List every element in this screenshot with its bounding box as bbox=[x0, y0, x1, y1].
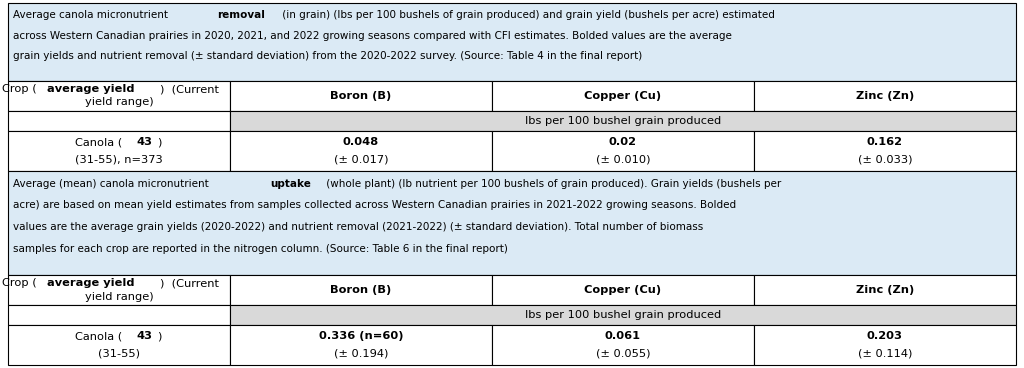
Text: values are the average grain yields (2020-2022) and nutrient removal (2021-2022): values are the average grain yields (202… bbox=[13, 222, 703, 232]
Text: Canola (: Canola ( bbox=[76, 331, 123, 342]
Bar bbox=[8, 131, 229, 171]
Text: Boron (B): Boron (B) bbox=[330, 91, 391, 101]
Text: Boron (B): Boron (B) bbox=[330, 285, 391, 295]
Text: yield range): yield range) bbox=[85, 291, 154, 302]
Bar bbox=[754, 131, 1016, 171]
Text: (± 0.114): (± 0.114) bbox=[858, 349, 912, 359]
Text: (31-55): (31-55) bbox=[98, 349, 140, 359]
Text: Zinc (Zn): Zinc (Zn) bbox=[856, 285, 914, 295]
Text: removal: removal bbox=[217, 10, 265, 20]
Text: (± 0.010): (± 0.010) bbox=[596, 155, 650, 164]
Text: average yield: average yield bbox=[47, 278, 134, 288]
Text: )  (Current: ) (Current bbox=[160, 84, 219, 94]
Text: (± 0.194): (± 0.194) bbox=[334, 349, 388, 359]
Text: (31-55), n=373: (31-55), n=373 bbox=[75, 155, 163, 164]
Bar bbox=[492, 325, 754, 365]
Text: average yield: average yield bbox=[47, 84, 134, 94]
Bar bbox=[8, 81, 229, 111]
Bar bbox=[229, 275, 492, 305]
Bar bbox=[492, 275, 754, 305]
Text: 0.203: 0.203 bbox=[867, 331, 903, 342]
Text: acre) are based on mean yield estimates from samples collected across Western Ca: acre) are based on mean yield estimates … bbox=[13, 201, 736, 210]
Bar bbox=[229, 81, 492, 111]
Bar bbox=[492, 131, 754, 171]
Bar bbox=[8, 325, 229, 365]
Text: 0.02: 0.02 bbox=[609, 137, 637, 147]
Text: across Western Canadian prairies in 2020, 2021, and 2022 growing seasons compare: across Western Canadian prairies in 2020… bbox=[13, 31, 732, 40]
Text: Copper (Cu): Copper (Cu) bbox=[585, 285, 662, 295]
Text: uptake: uptake bbox=[270, 179, 311, 189]
Text: )  (Current: ) (Current bbox=[160, 278, 219, 288]
Bar bbox=[754, 275, 1016, 305]
Text: (± 0.017): (± 0.017) bbox=[334, 155, 388, 164]
Bar bbox=[8, 171, 1016, 275]
Bar bbox=[229, 131, 492, 171]
Text: Canola (: Canola ( bbox=[76, 137, 123, 147]
Text: ): ) bbox=[157, 137, 162, 147]
Text: 0.162: 0.162 bbox=[867, 137, 903, 147]
Text: (in grain) (lbs per 100 bushels of grain produced) and grain yield (bushels per : (in grain) (lbs per 100 bushels of grain… bbox=[280, 10, 775, 20]
Bar bbox=[229, 111, 1016, 131]
Bar bbox=[229, 325, 492, 365]
Text: 43: 43 bbox=[136, 331, 153, 342]
Text: 0.048: 0.048 bbox=[343, 137, 379, 147]
Text: Average canola micronutrient: Average canola micronutrient bbox=[13, 10, 172, 20]
Text: ): ) bbox=[157, 331, 162, 342]
Text: Average (mean) canola micronutrient: Average (mean) canola micronutrient bbox=[13, 179, 212, 189]
Text: 0.061: 0.061 bbox=[605, 331, 641, 342]
Bar bbox=[229, 305, 1016, 325]
Text: 0.336 (n=60): 0.336 (n=60) bbox=[318, 331, 403, 342]
Text: lbs per 100 bushel grain produced: lbs per 100 bushel grain produced bbox=[524, 116, 721, 126]
Text: Crop (: Crop ( bbox=[2, 278, 37, 288]
Text: yield range): yield range) bbox=[85, 97, 154, 107]
Text: (± 0.055): (± 0.055) bbox=[596, 349, 650, 359]
Text: samples for each crop are reported in the nitrogen column. (Source: Table 6 in t: samples for each crop are reported in th… bbox=[13, 244, 508, 254]
Bar bbox=[8, 275, 229, 305]
Bar bbox=[8, 3, 1016, 81]
Text: grain yields and nutrient removal (± standard deviation) from the 2020-2022 surv: grain yields and nutrient removal (± sta… bbox=[13, 51, 643, 61]
Text: 43: 43 bbox=[136, 137, 153, 147]
Bar bbox=[492, 81, 754, 111]
Bar bbox=[8, 111, 229, 131]
Text: (whole plant) (lb nutrient per 100 bushels of grain produced). Grain yields (bus: (whole plant) (lb nutrient per 100 bushe… bbox=[323, 179, 781, 189]
Text: Crop (: Crop ( bbox=[2, 84, 37, 94]
Text: Copper (Cu): Copper (Cu) bbox=[585, 91, 662, 101]
Bar bbox=[754, 325, 1016, 365]
Text: (± 0.033): (± 0.033) bbox=[857, 155, 912, 164]
Text: Zinc (Zn): Zinc (Zn) bbox=[856, 91, 914, 101]
Bar bbox=[754, 81, 1016, 111]
Bar bbox=[8, 305, 229, 325]
Text: lbs per 100 bushel grain produced: lbs per 100 bushel grain produced bbox=[524, 310, 721, 320]
